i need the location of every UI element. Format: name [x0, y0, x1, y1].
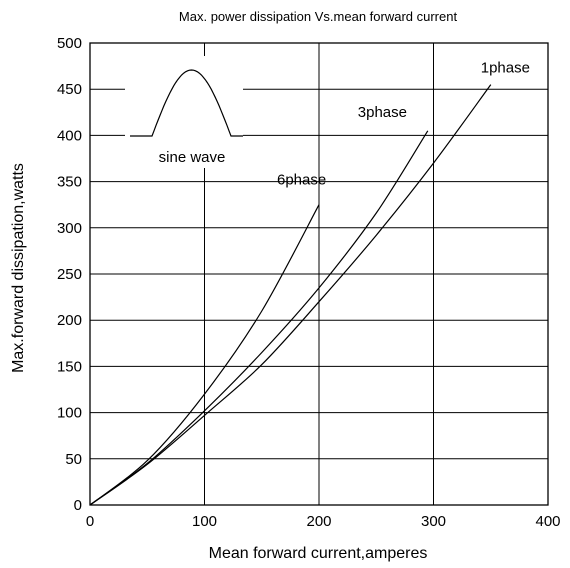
y-tick-label: 400 [57, 127, 82, 144]
chart-title: Max. power dissipation Vs.mean forward c… [179, 9, 458, 24]
y-tick-label: 200 [57, 312, 82, 329]
x-tick-label: 100 [192, 513, 217, 530]
y-tick-label: 50 [65, 451, 82, 468]
x-tick-label: 300 [421, 513, 446, 530]
y-tick-labels: 0 50 100 150 200 250 300 350 400 450 500 [57, 35, 82, 514]
y-tick-label: 450 [57, 81, 82, 98]
series-line-3phase [89, 130, 429, 506]
series-line-6phase [89, 204, 320, 506]
plot-frame [89, 42, 549, 506]
series-label-3phase: 3phase [358, 104, 407, 121]
inset-label: sine wave [159, 149, 226, 166]
y-tick-label: 350 [57, 174, 82, 191]
y-axis-title: Max.forward dissipation,watts [10, 163, 27, 373]
x-tick-labels: 0 100 200 300 400 [86, 513, 561, 530]
x-axis-title: Mean forward current,amperes [209, 545, 428, 562]
x-tick-label: 400 [535, 513, 560, 530]
series-line-1phase [89, 84, 492, 506]
inset-background [125, 56, 243, 168]
x-tick-label: 0 [86, 513, 94, 530]
y-tick-label: 500 [57, 35, 82, 52]
series-label-6phase: 6phase [277, 172, 326, 189]
y-tick-label: 100 [57, 405, 82, 422]
y-tick-label: 0 [74, 497, 82, 514]
sine-wave-inset: sine wave [125, 56, 243, 168]
y-tick-label: 250 [57, 266, 82, 283]
y-tick-label: 150 [57, 358, 82, 375]
x-tick-label: 200 [306, 513, 331, 530]
y-tick-label: 300 [57, 220, 82, 237]
series-labels: 1phase 3phase 6phase [277, 60, 530, 189]
series-label-1phase: 1phase [481, 60, 530, 77]
sine-wave-icon [130, 69, 243, 137]
series-group [89, 84, 492, 506]
